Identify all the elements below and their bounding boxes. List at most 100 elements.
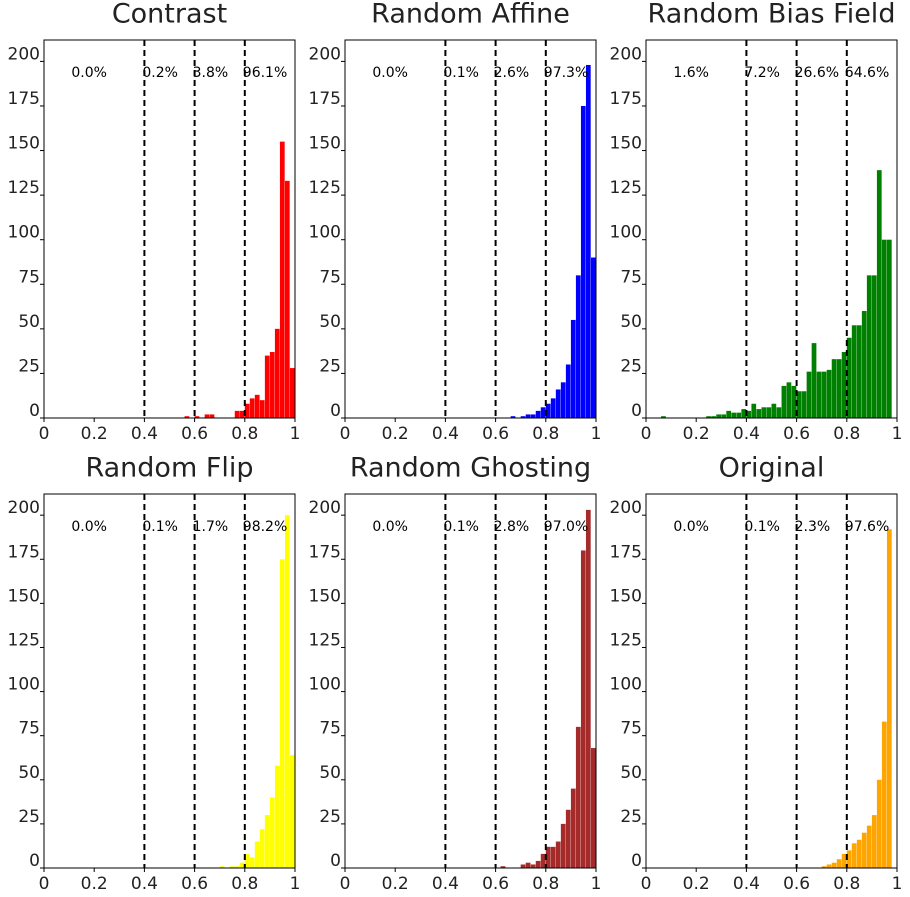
bar [836, 859, 842, 868]
plot-frame [344, 493, 597, 869]
y-tick-label: 125 [309, 178, 341, 198]
bar [565, 809, 571, 868]
y-tick-label: 25 [319, 356, 341, 376]
y-tick-label: 50 [319, 312, 341, 332]
plot-frame [43, 39, 296, 419]
bar [726, 410, 732, 418]
y-tick-label: 175 [309, 542, 341, 562]
bar [274, 328, 280, 418]
bar [856, 839, 862, 868]
region-label: 1.6% [673, 65, 709, 81]
y-tick-label: 200 [610, 44, 642, 64]
x-tick-label: 0.2 [81, 424, 108, 444]
y-tick-label: 175 [610, 89, 642, 109]
bar [269, 797, 275, 868]
y-tick-label: 100 [8, 675, 40, 695]
bar [781, 385, 787, 418]
x-tick-label: 0.4 [432, 424, 459, 444]
bar [851, 843, 857, 868]
region-label: 0.2% [142, 65, 178, 81]
bar [570, 788, 576, 868]
bar [194, 416, 200, 418]
region-label: 64.6% [845, 65, 889, 81]
bar [801, 391, 807, 418]
x-tick-label: 0.4 [733, 874, 760, 894]
plot-frame [645, 39, 898, 419]
bar [540, 853, 546, 868]
bar [716, 414, 721, 418]
bar [525, 862, 531, 868]
bar [234, 410, 240, 418]
bar [239, 862, 245, 868]
bar [826, 864, 832, 868]
bar [264, 815, 270, 868]
bar [580, 550, 586, 868]
bar [259, 829, 265, 868]
region-label: 96.1% [243, 65, 287, 81]
x-tick-label: 0 [340, 874, 351, 894]
bar [585, 509, 591, 868]
region-label: 0.1% [744, 519, 780, 535]
x-tick-label: 0.8 [231, 424, 258, 444]
bar [575, 275, 581, 418]
y-tick-label: 0 [330, 401, 341, 421]
bar [535, 860, 541, 868]
bar [234, 866, 240, 868]
y-tick-label: 0 [330, 851, 341, 871]
y-tick-label: 0 [631, 851, 642, 871]
y-tick-label: 75 [319, 267, 341, 287]
y-tick-label: 100 [610, 223, 642, 243]
bar [871, 275, 877, 418]
region-label: 0.1% [443, 519, 479, 535]
bar [520, 416, 526, 418]
bar [535, 410, 541, 418]
bar [585, 64, 591, 418]
panel-title: Contrast [112, 0, 227, 30]
x-tick-label: 1 [892, 874, 903, 894]
bar [249, 857, 255, 868]
bar [866, 275, 872, 418]
bar [806, 371, 812, 418]
bar [831, 862, 837, 868]
bar [510, 416, 516, 418]
bar [821, 371, 827, 418]
region-label: 0.1% [142, 519, 178, 535]
y-tick-label: 125 [610, 178, 642, 198]
y-tick-label: 175 [610, 542, 642, 562]
bar [555, 841, 561, 868]
region-label: 97.0% [544, 519, 588, 535]
bar [555, 389, 561, 418]
x-tick-label: 0.8 [532, 424, 559, 444]
region-label: 0.1% [443, 65, 479, 81]
bar [279, 559, 285, 868]
x-tick-label: 0.6 [181, 874, 208, 894]
bar [570, 319, 576, 418]
bar [284, 180, 290, 418]
x-tick-label: 0.4 [733, 424, 760, 444]
y-tick-label: 25 [620, 356, 642, 376]
x-tick-label: 1 [290, 424, 301, 444]
bar [284, 515, 290, 868]
x-tick-label: 0.8 [833, 424, 860, 444]
y-tick-label: 0 [29, 851, 40, 871]
bar [861, 311, 867, 418]
x-tick-label: 0 [641, 874, 652, 894]
bar [811, 343, 817, 418]
y-tick-label: 25 [620, 807, 642, 827]
bar [525, 414, 531, 418]
y-tick-label: 75 [620, 719, 642, 739]
y-tick-label: 125 [309, 630, 341, 650]
bar [846, 850, 852, 868]
x-tick-label: 0.8 [231, 874, 258, 894]
y-tick-label: 125 [610, 630, 642, 650]
x-tick-label: 1 [591, 874, 602, 894]
y-tick-label: 100 [610, 675, 642, 695]
region-label: 97.3% [544, 65, 588, 81]
y-tick-label: 100 [8, 223, 40, 243]
y-tick-label: 175 [309, 89, 341, 109]
bar [530, 414, 536, 418]
bar [791, 385, 797, 418]
bar [264, 355, 270, 418]
region-label: 0.0% [673, 519, 709, 535]
